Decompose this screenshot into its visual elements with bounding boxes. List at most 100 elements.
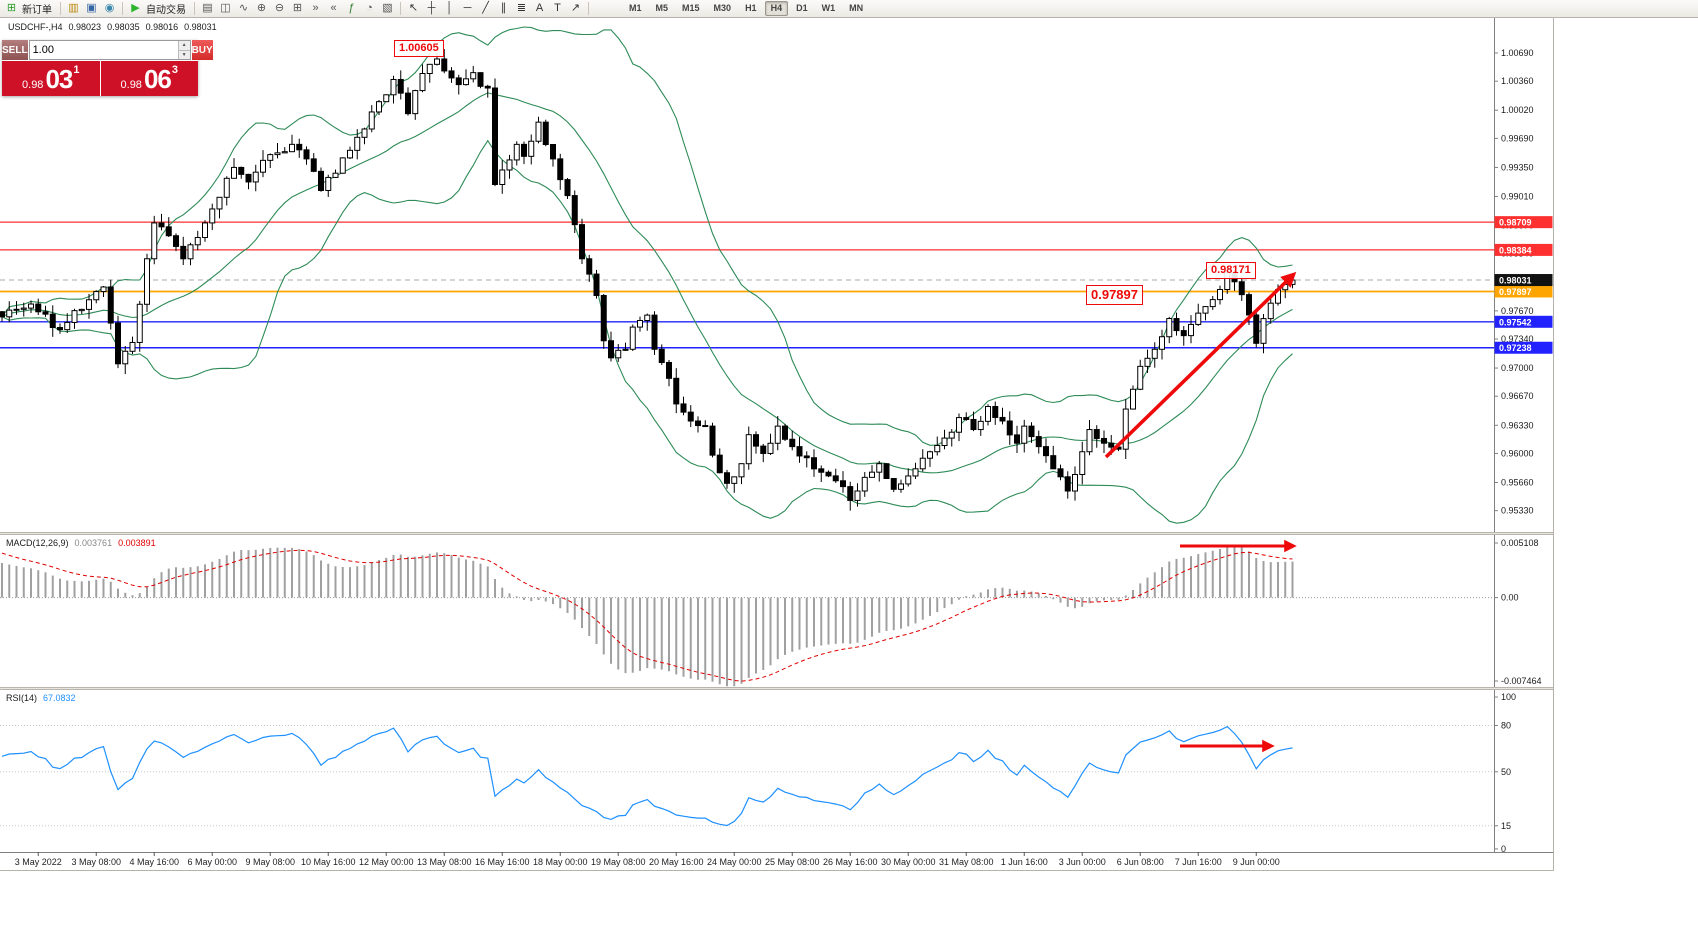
svg-text:9 Jun 00:00: 9 Jun 00:00: [1233, 857, 1280, 867]
svg-text:25 May 08:00: 25 May 08:00: [765, 857, 820, 867]
svg-text:0.99690: 0.99690: [1501, 133, 1534, 143]
fibonacci-icon[interactable]: ≣: [516, 2, 527, 14]
svg-text:0.97670: 0.97670: [1501, 306, 1534, 316]
time-axis[interactable]: 3 May 2022 3 May 08:00 4 May 16:00 6 May 00…: [0, 852, 1553, 870]
crosshair-icon[interactable]: ┼: [427, 2, 436, 14]
new-order-icon[interactable]: ⊞: [6, 2, 17, 14]
buy-button[interactable]: BUY: [191, 40, 213, 60]
svg-text:26 May 16:00: 26 May 16:00: [823, 857, 878, 867]
svg-text:13 May 08:00: 13 May 08:00: [417, 857, 472, 867]
svg-text:0.95660: 0.95660: [1501, 477, 1534, 487]
panel-splitter[interactable]: [0, 532, 1553, 535]
auto-trading-icon[interactable]: ▶: [131, 2, 140, 14]
tf-button-m5[interactable]: M5: [655, 3, 669, 13]
bar-chart-icon[interactable]: ▤: [202, 2, 213, 14]
rsi-value: 67.0832: [43, 693, 76, 703]
channel-icon[interactable]: ∥: [500, 2, 507, 14]
svg-text:18 May 00:00: 18 May 00:00: [533, 857, 588, 867]
volume-up-button[interactable]: ▲: [178, 41, 190, 51]
svg-text:50: 50: [1501, 767, 1511, 777]
text-icon[interactable]: A: [535, 2, 544, 14]
market-watch-icon[interactable]: ▣: [86, 2, 97, 14]
horizontal-line-icon[interactable]: ─: [463, 2, 472, 14]
arrows-icon[interactable]: ↗: [570, 2, 581, 14]
price-tag-0.98384: 0.98384: [1494, 243, 1553, 256]
sell-price-big: 03: [45, 63, 73, 94]
buy-price-panel[interactable]: 0.98 06 3: [100, 61, 198, 96]
macd-main-value: 0.003761: [74, 538, 113, 548]
indicators-icon[interactable]: ƒ: [348, 2, 355, 14]
tf-button-m15[interactable]: M15: [682, 3, 700, 13]
auto-trading-button[interactable]: 自动交易: [146, 5, 186, 16]
rsi-name: RSI(14): [6, 693, 38, 703]
trend-arrow[interactable]: [1104, 271, 1297, 459]
chart-window-icon[interactable]: ▥: [68, 2, 79, 14]
main-chart-panel[interactable]: 1.00690 1.00360 1.00020 0.99690 0.99350 0.990…: [0, 18, 1553, 532]
svg-text:80: 80: [1501, 720, 1511, 730]
svg-text:1.00360: 1.00360: [1501, 76, 1534, 86]
zoom-out-icon[interactable]: ⊖: [274, 2, 285, 14]
templates-icon[interactable]: ▧: [382, 2, 393, 14]
chart-window-right-border: [1553, 18, 1554, 870]
toolbar-separator: [400, 2, 401, 15]
zoom-in-icon[interactable]: ⊕: [256, 2, 267, 14]
macd-panel[interactable]: 0.005108 0.00 -0.007464 MACD(12,26,9) 0.00…: [0, 535, 1553, 687]
price-label-recent-high[interactable]: 0.98171: [1206, 262, 1256, 280]
sell-button[interactable]: SELL: [2, 40, 28, 60]
svg-text:30 May 00:00: 30 May 00:00: [881, 857, 936, 867]
periods-icon[interactable]: ◔: [366, 2, 373, 14]
main-chart-canvas[interactable]: 1.00690 1.00360 1.00020 0.99690 0.99350 0.990…: [0, 18, 1553, 532]
tf-button-d1[interactable]: D1: [796, 3, 808, 13]
macd-histogram: [1, 545, 1294, 687]
panel-splitter[interactable]: [0, 687, 1553, 690]
tf-button-mn[interactable]: MN: [849, 3, 864, 13]
svg-text:-0.007464: -0.007464: [1501, 676, 1542, 686]
rsi-panel[interactable]: 100 80 50 15 0 RSI(14) 67.0832: [0, 690, 1553, 852]
svg-text:10 May 16:00: 10 May 16:00: [301, 857, 356, 867]
price-tag-0.98031: 0.98031: [1494, 274, 1553, 287]
trendline-icon[interactable]: ╱: [482, 2, 489, 14]
tf-button-h1[interactable]: H1: [745, 3, 757, 13]
svg-text:0.00: 0.00: [1501, 593, 1519, 603]
svg-text:3 Jun 00:00: 3 Jun 00:00: [1059, 857, 1106, 867]
price-tag-0.97238: 0.97238: [1494, 341, 1553, 354]
svg-text:0.96330: 0.96330: [1501, 420, 1534, 430]
svg-text:0.96670: 0.96670: [1501, 391, 1534, 401]
svg-text:0.98384: 0.98384: [1499, 245, 1532, 255]
volume-down-button[interactable]: ▼: [178, 50, 190, 59]
vertical-line-icon[interactable]: │: [446, 2, 453, 14]
svg-text:0.97340: 0.97340: [1501, 334, 1534, 344]
one-click-trading-widget: SELL ▲ ▼ BUY 0.98 03 1 0.98: [2, 40, 213, 96]
price-label-support[interactable]: 0.97897: [1086, 285, 1143, 305]
time-axis-canvas[interactable]: 3 May 2022 3 May 08:00 4 May 16:00 6 May 00…: [0, 852, 1553, 870]
tf-button-w1[interactable]: W1: [821, 3, 836, 13]
label-icon[interactable]: T: [554, 2, 561, 14]
chart-window-bottom-border: [0, 870, 1554, 871]
sell-price-panel[interactable]: 0.98 03 1: [2, 61, 100, 96]
tf-button-h4[interactable]: H4: [764, 1, 789, 16]
tf-button-m30[interactable]: M30: [713, 3, 732, 13]
chart-shift-icon[interactable]: «: [330, 2, 337, 14]
new-order-button[interactable]: 新订单: [22, 5, 52, 16]
navigator-icon[interactable]: ◉: [104, 2, 115, 14]
svg-text:6 May 00:00: 6 May 00:00: [187, 857, 237, 867]
svg-text:0.96000: 0.96000: [1501, 448, 1534, 458]
volume-input[interactable]: [29, 41, 178, 59]
svg-text:0.95330: 0.95330: [1501, 506, 1534, 516]
macd-canvas[interactable]: 0.005108 0.00 -0.007464: [0, 535, 1553, 687]
tf-button-m1[interactable]: M1: [629, 3, 642, 13]
svg-text:0.97238: 0.97238: [1499, 343, 1532, 353]
svg-text:3 May 2022: 3 May 2022: [15, 857, 62, 867]
line-chart-icon[interactable]: ∿: [238, 2, 249, 14]
svg-text:9 May 08:00: 9 May 08:00: [245, 857, 295, 867]
cursor-icon[interactable]: ↖: [408, 2, 419, 14]
rsi-canvas[interactable]: 100 80 50 15 0: [0, 690, 1553, 852]
auto-scroll-icon[interactable]: »: [312, 2, 319, 14]
ohlc-open: 0.98023: [68, 22, 102, 32]
svg-text:7 Jun 16:00: 7 Jun 16:00: [1175, 857, 1222, 867]
candlestick-chart-icon[interactable]: ◫: [220, 2, 231, 14]
price-label-peak[interactable]: 1.00605: [394, 40, 444, 58]
toolbar-separator: [60, 2, 61, 15]
tile-windows-icon[interactable]: ⊞: [292, 2, 303, 14]
